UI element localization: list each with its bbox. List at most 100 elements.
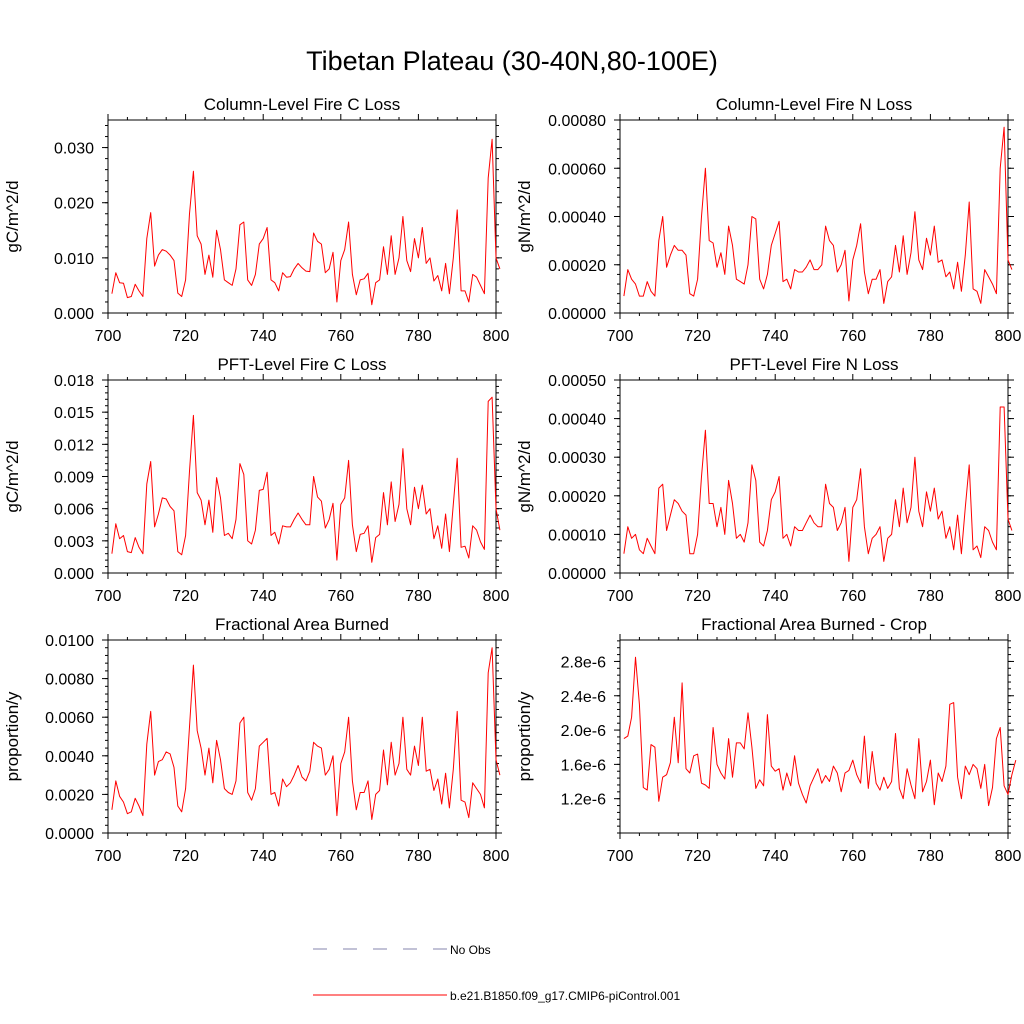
y-axis-label: proportion/y xyxy=(3,691,22,781)
panel-title: Column-Level Fire N Loss xyxy=(716,95,913,114)
y-tick-label: 0.006 xyxy=(54,502,94,519)
legend-label-model: b.e21.B1850.f09_g17.CMIP6-piControl.001 xyxy=(450,989,680,1003)
panel-title: Column-Level Fire C Loss xyxy=(204,95,401,114)
series-line xyxy=(111,647,501,820)
y-tick-label: 0.00000 xyxy=(548,306,606,323)
y-tick-label: 0.003 xyxy=(54,534,94,551)
x-tick-label: 700 xyxy=(607,848,634,865)
x-tick-label: 760 xyxy=(839,848,866,865)
x-tick-label: 700 xyxy=(95,588,122,605)
y-tick-label: 0.00020 xyxy=(548,258,606,275)
x-tick-label: 740 xyxy=(762,328,789,345)
x-tick-label: 760 xyxy=(839,328,866,345)
y-tick-label: 0.0040 xyxy=(45,749,94,766)
y-axis-label: gN/m^2/d xyxy=(515,180,534,252)
y-tick-label: 0.00030 xyxy=(548,450,606,467)
panel-3: 700 720 740 760 780 800 0.000 0.003 0.006 0.009 0.… xyxy=(3,355,509,605)
y-tick-label: 0.00020 xyxy=(548,489,606,506)
x-tick-label: 780 xyxy=(917,328,944,345)
y-tick-label: 0.010 xyxy=(54,251,94,268)
x-tick-label: 800 xyxy=(995,588,1022,605)
y-tick-label: 0.020 xyxy=(54,196,94,213)
y-axis-label: gC/m^2/d xyxy=(3,180,22,252)
y-tick-label: 1.6e-6 xyxy=(561,757,606,774)
y-tick-label: 0.00060 xyxy=(548,161,606,178)
panel-title: PFT-Level Fire C Loss xyxy=(217,355,386,374)
x-tick-label: 720 xyxy=(684,328,711,345)
series-line xyxy=(111,396,501,563)
x-tick-label: 780 xyxy=(405,848,432,865)
x-tick-label: 800 xyxy=(995,848,1022,865)
x-tick-label: 780 xyxy=(405,328,432,345)
x-tick-label: 740 xyxy=(250,848,277,865)
panel-title: Fractional Area Burned - Crop xyxy=(701,615,927,634)
y-tick-label: 0.0000 xyxy=(45,826,94,843)
x-tick-label: 700 xyxy=(95,328,122,345)
panels: 700 720 740 760 780 800 0.000 0.010 0.020 0.030 Co… xyxy=(3,95,1021,865)
y-tick-label: 0.030 xyxy=(54,141,94,158)
panel-title: Fractional Area Burned xyxy=(215,615,389,634)
y-tick-label: 0.015 xyxy=(54,405,94,422)
y-tick-label: 0.0080 xyxy=(45,672,94,689)
panel-5: 700 720 740 760 780 800 0.0000 0.0020 0.0040 0.00… xyxy=(3,615,509,865)
y-axis-label: gC/m^2/d xyxy=(3,440,22,512)
y-tick-label: 0.0060 xyxy=(45,710,94,727)
y-tick-label: 0.00080 xyxy=(548,113,606,130)
y-tick-label: 2.8e-6 xyxy=(561,654,606,671)
x-tick-label: 720 xyxy=(172,588,199,605)
y-tick-label: 0.0020 xyxy=(45,787,94,804)
x-tick-label: 740 xyxy=(762,848,789,865)
y-tick-label: 2.4e-6 xyxy=(561,689,606,706)
y-tick-label: 0.00010 xyxy=(548,527,606,544)
x-tick-label: 780 xyxy=(405,588,432,605)
series-line xyxy=(623,406,1013,562)
x-tick-label: 740 xyxy=(762,588,789,605)
x-tick-label: 780 xyxy=(917,588,944,605)
x-tick-label: 720 xyxy=(172,848,199,865)
panel-2: 700 720 740 760 780 800 0.00000 0.00020 0.00040 0… xyxy=(515,95,1021,345)
x-tick-label: 800 xyxy=(995,328,1022,345)
x-tick-label: 700 xyxy=(607,588,634,605)
y-tick-label: 0.00040 xyxy=(548,412,606,429)
y-axis-label: gN/m^2/d xyxy=(515,440,534,512)
plot-frame xyxy=(619,119,1009,314)
x-tick-label: 760 xyxy=(839,588,866,605)
y-tick-label: 0.00040 xyxy=(548,210,606,227)
panel-title: PFT-Level Fire N Loss xyxy=(729,355,898,374)
y-tick-label: 0.00050 xyxy=(548,373,606,390)
plot-frame xyxy=(107,119,497,314)
y-tick-label: 2.0e-6 xyxy=(561,723,606,740)
panel-6: 700 720 740 760 780 800 1.2e-6 1.6e-6 2.0e-6 2.4e… xyxy=(515,615,1021,865)
y-tick-label: 1.2e-6 xyxy=(561,792,606,809)
plot-frame xyxy=(619,379,1009,574)
x-tick-label: 700 xyxy=(95,848,122,865)
x-tick-label: 780 xyxy=(917,848,944,865)
x-tick-label: 720 xyxy=(684,848,711,865)
plot-frame xyxy=(619,639,1009,834)
x-tick-label: 760 xyxy=(327,328,354,345)
legend-label-no-obs: No Obs xyxy=(450,943,491,957)
x-tick-label: 740 xyxy=(250,328,277,345)
x-tick-label: 720 xyxy=(172,328,199,345)
panel-1: 700 720 740 760 780 800 0.000 0.010 0.020 0.030 Co… xyxy=(3,95,509,345)
plot-frame xyxy=(107,639,497,834)
figure-title: Tibetan Plateau (30-40N,80-100E) xyxy=(306,46,718,76)
y-tick-label: 0.000 xyxy=(54,306,94,323)
x-tick-label: 760 xyxy=(327,848,354,865)
x-tick-label: 700 xyxy=(607,328,634,345)
legend: No Obs b.e21.B1850.f09_g17.CMIP6-piContr… xyxy=(313,943,680,1003)
y-tick-label: 0.000 xyxy=(54,566,94,583)
y-tick-label: 0.0100 xyxy=(45,633,94,650)
y-tick-label: 0.018 xyxy=(54,373,94,390)
x-tick-label: 760 xyxy=(327,588,354,605)
series-line xyxy=(623,126,1013,304)
y-tick-label: 0.00000 xyxy=(548,566,606,583)
series-line xyxy=(623,656,1017,807)
series-line xyxy=(111,138,501,306)
panel-4: 700 720 740 760 780 800 0.00000 0.00010 0.00020 0… xyxy=(515,355,1021,605)
x-tick-label: 720 xyxy=(684,588,711,605)
y-tick-label: 0.009 xyxy=(54,470,94,487)
y-axis-label: proportion/y xyxy=(515,691,534,781)
x-tick-label: 800 xyxy=(483,588,510,605)
